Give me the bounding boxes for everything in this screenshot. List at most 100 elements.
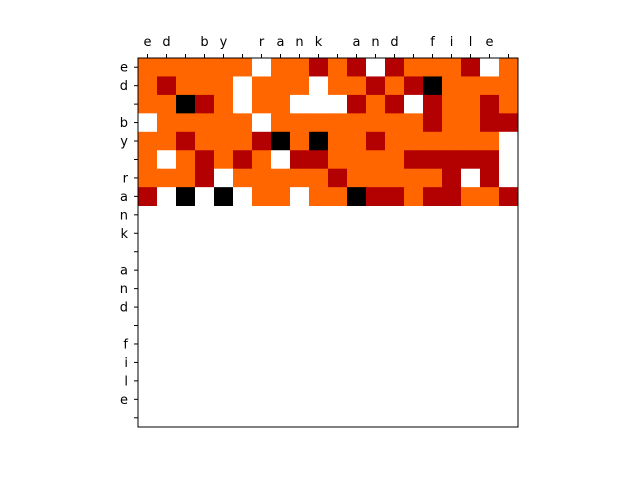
- heatmap-cell: [442, 58, 462, 77]
- heatmap-cell: [423, 150, 443, 170]
- heatmap-cell: [461, 58, 481, 77]
- heatmap-cell: [404, 187, 424, 206]
- heatmap-cell: [271, 187, 291, 206]
- heatmap-cell: [366, 187, 386, 206]
- heatmap-cell: [499, 58, 519, 77]
- heatmap-cell: [176, 76, 196, 96]
- heatmap-cell: [233, 131, 253, 151]
- heatmap-cell: [423, 131, 443, 151]
- heatmap-cell: [480, 131, 500, 151]
- heatmap-cell: [461, 187, 481, 206]
- y-tick-label: d: [120, 79, 128, 94]
- heatmap-cell: [366, 150, 386, 170]
- heatmap-cell: [290, 58, 310, 77]
- heatmap-cell: [290, 150, 310, 170]
- heatmap-cell: [252, 187, 272, 206]
- heatmap-cell: [157, 58, 177, 77]
- x-tick-label: d: [390, 35, 398, 50]
- heatmap-cell: [138, 58, 158, 77]
- heatmap-cell: [195, 187, 215, 206]
- heatmap-cell: [423, 76, 443, 96]
- y-tick-label: a: [120, 264, 128, 279]
- x-tick-label: y: [220, 35, 228, 50]
- heatmap-cell: [138, 76, 158, 96]
- heatmap-cell: [423, 113, 443, 133]
- heatmap-cell: [233, 94, 253, 114]
- x-tick-label: a: [353, 35, 361, 50]
- heatmap-cell: [252, 168, 272, 188]
- heatmap-cell: [347, 150, 367, 170]
- heatmap-cell: [309, 187, 329, 206]
- heatmap-cell: [309, 94, 329, 114]
- y-tick-label: k: [120, 227, 128, 242]
- y-tick-label: y: [120, 135, 128, 150]
- heatmap-cell: [442, 94, 462, 114]
- heatmap-cell: [328, 150, 348, 170]
- heatmap-cell: [461, 113, 481, 133]
- heatmap-cell: [442, 131, 462, 151]
- plot-frame: [137, 57, 519, 428]
- heatmap-cell: [214, 131, 234, 151]
- heatmap-cell: [480, 58, 500, 77]
- heatmap-cell: [385, 94, 405, 114]
- heatmap-cell: [366, 131, 386, 151]
- y-tick-label: l: [124, 374, 128, 389]
- heatmap-cell: [442, 187, 462, 206]
- heatmap-cell: [195, 113, 215, 133]
- heatmap-cell: [385, 58, 405, 77]
- heatmap-cell: [157, 76, 177, 96]
- heatmap-cell: [442, 76, 462, 96]
- heatmap-cell: [290, 168, 310, 188]
- heatmap-cell: [328, 58, 348, 77]
- y-tick-label: r: [123, 171, 129, 186]
- heatmap-cell: [442, 150, 462, 170]
- heatmap-cell: [233, 58, 253, 77]
- x-tick-label: b: [200, 35, 208, 50]
- heatmap-cell: [385, 187, 405, 206]
- heatmap-cell: [347, 131, 367, 151]
- y-tick-label: b: [120, 116, 128, 131]
- heatmap-cell: [138, 131, 158, 151]
- heatmap-cell: [176, 150, 196, 170]
- y-tick-label: a: [120, 190, 128, 205]
- heatmap-cell: [252, 131, 272, 151]
- heatmap-cell: [176, 168, 196, 188]
- heatmap-cell: [176, 187, 196, 206]
- heatmap-cell: [176, 113, 196, 133]
- heatmap-cell: [309, 168, 329, 188]
- x-tick-label: l: [469, 35, 473, 50]
- heatmap-cell: [176, 94, 196, 114]
- heatmap-cell: [328, 94, 348, 114]
- heatmap-cell: [366, 168, 386, 188]
- heatmap-cell: [233, 168, 253, 188]
- heatmap-cell: [499, 76, 519, 96]
- heatmap-cell: [176, 131, 196, 151]
- heatmap-cell: [423, 187, 443, 206]
- heatmap-cell: [157, 94, 177, 114]
- heatmap-cell: [138, 94, 158, 114]
- heatmap-cell: [404, 94, 424, 114]
- heatmap-cell: [480, 94, 500, 114]
- heatmap-cell: [328, 76, 348, 96]
- heatmap-cell: [233, 150, 253, 170]
- heatmap-cell: [233, 187, 253, 206]
- heatmap-cell: [195, 150, 215, 170]
- heatmap-cell: [252, 94, 272, 114]
- heatmap-cell: [290, 94, 310, 114]
- y-tick-label: f: [123, 337, 128, 352]
- heatmap-cell: [347, 168, 367, 188]
- heatmap-cell: [214, 58, 234, 77]
- heatmap-cell: [290, 113, 310, 133]
- heatmap-cell: [442, 168, 462, 188]
- y-tick-label: e: [120, 393, 128, 408]
- x-tick-label: n: [295, 35, 303, 50]
- heatmap-cell: [499, 113, 519, 133]
- heatmap-cell: [347, 187, 367, 206]
- x-tick-label: i: [450, 35, 454, 50]
- heatmap-cell: [442, 113, 462, 133]
- heatmap-cell: [271, 58, 291, 77]
- heatmap-cell: [309, 150, 329, 170]
- heatmap-cell: [499, 168, 519, 188]
- heatmap-cell: [138, 187, 158, 206]
